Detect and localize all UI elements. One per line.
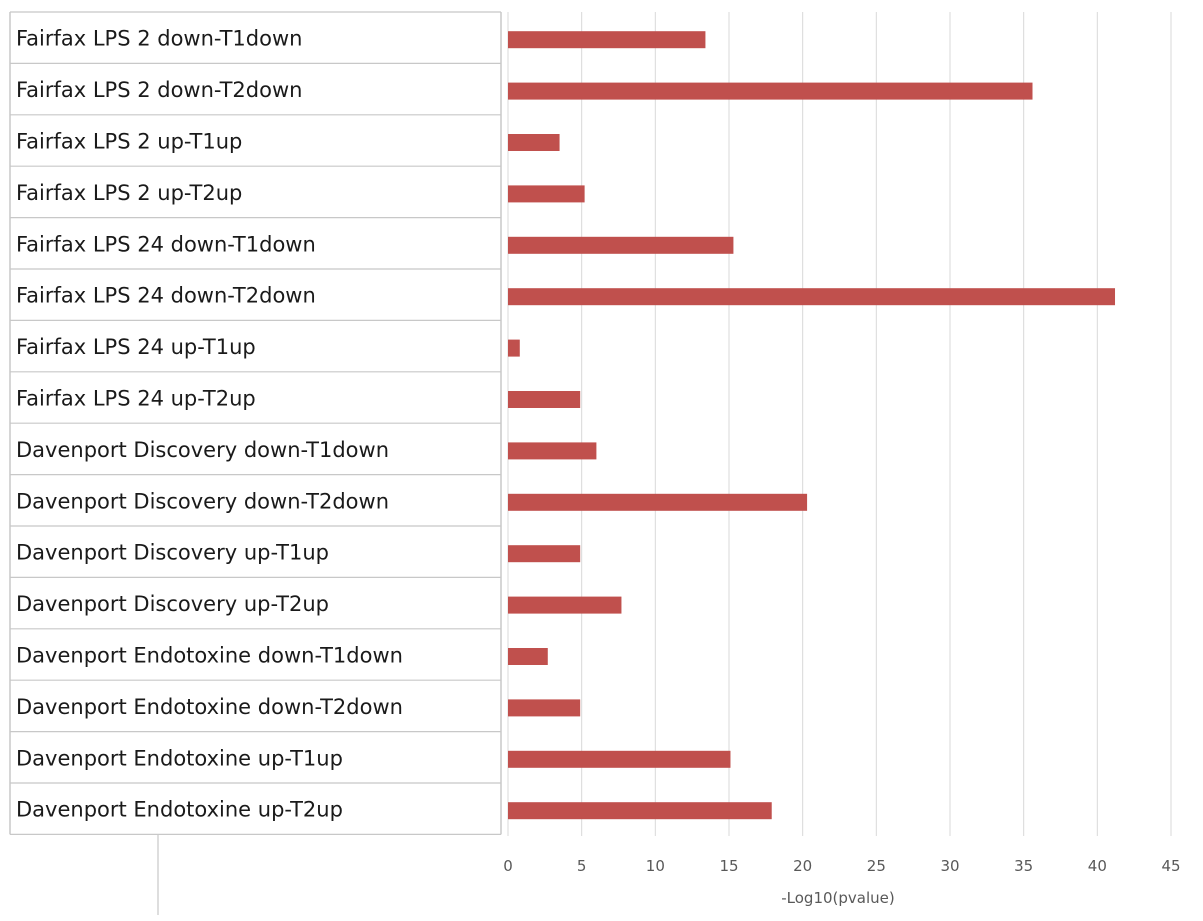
category-label-table: Fairfax LPS 2 down-T1down Fairfax LPS 2 d… (9, 11, 502, 915)
category-label: Davenport Endotoxine up-T1up (16, 746, 343, 770)
bar (508, 82, 1033, 100)
category-label: Davenport Discovery down-T2down (16, 489, 389, 513)
gridlines (507, 12, 1172, 836)
bars (508, 31, 1116, 820)
bar (508, 699, 581, 717)
x-tick-label: 20 (793, 857, 812, 875)
x-axis-ticks: 0 5 10 15 20 25 30 35 40 45 (503, 857, 1180, 875)
bar (508, 545, 581, 563)
category-label: Davenport Endotoxine up-T2up (16, 798, 343, 822)
x-axis-label: -Log10(pvalue) (781, 889, 895, 907)
bar (508, 442, 597, 460)
x-tick-label: 40 (1088, 857, 1107, 875)
category-label: Davenport Endotoxine down-T1down (16, 644, 403, 668)
x-tick-label: 10 (646, 857, 665, 875)
x-tick-label: 5 (577, 857, 587, 875)
category-label: Davenport Discovery down-T1down (16, 438, 389, 462)
bar (508, 596, 622, 614)
category-label: Davenport Discovery up-T2up (16, 592, 329, 616)
bar (508, 236, 734, 254)
category-label: Davenport Discovery up-T1up (16, 541, 329, 565)
x-tick-label: 15 (719, 857, 738, 875)
x-tick-label: 0 (503, 857, 513, 875)
category-label: Fairfax LPS 24 down-T2down (16, 284, 316, 308)
bar (508, 185, 585, 203)
bar (508, 288, 1116, 306)
bar (508, 134, 560, 151)
bar (508, 648, 548, 665)
category-label: Fairfax LPS 2 down-T1down (16, 27, 302, 51)
bar (508, 493, 808, 511)
bar (508, 391, 581, 408)
category-label: Fairfax LPS 2 up-T1up (16, 130, 242, 154)
category-label: Fairfax LPS 24 down-T1down (16, 232, 316, 256)
bar (508, 31, 706, 49)
x-tick-label: 45 (1161, 857, 1180, 875)
category-label: Fairfax LPS 24 up-T2up (16, 387, 256, 411)
bar (508, 339, 520, 357)
x-tick-label: 25 (867, 857, 886, 875)
bar (508, 802, 772, 820)
category-label: Davenport Endotoxine down-T2down (16, 695, 403, 719)
category-label: Fairfax LPS 2 up-T2up (16, 181, 242, 205)
x-tick-label: 35 (1014, 857, 1033, 875)
x-tick-label: 30 (940, 857, 959, 875)
category-label: Fairfax LPS 2 down-T2down (16, 78, 302, 102)
category-label: Fairfax LPS 24 up-T1up (16, 335, 256, 359)
bar (508, 750, 731, 768)
